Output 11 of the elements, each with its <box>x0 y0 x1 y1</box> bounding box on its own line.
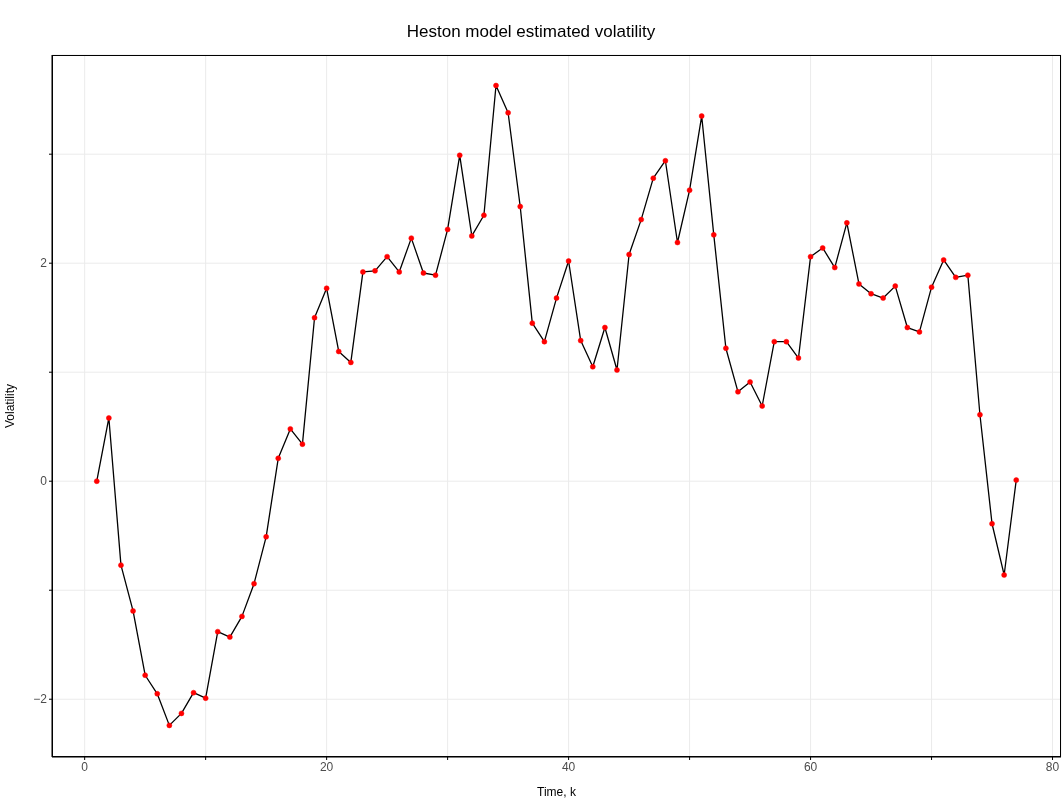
x-tick-label: 80 <box>1045 759 1060 774</box>
y-tick-label: 0 <box>40 474 48 489</box>
x-axis-title: Time, k <box>537 785 577 799</box>
y-axis-title: Volatility <box>3 383 18 429</box>
y-tick-label: −2 <box>33 692 48 707</box>
y-tick-label: 2 <box>40 256 48 271</box>
x-tick-label: 20 <box>319 759 334 774</box>
x-tick-label: 60 <box>803 759 818 774</box>
x-tick-label: 40 <box>561 759 576 774</box>
chart-title: Heston model estimated volatility <box>405 22 657 42</box>
x-tick-label: 0 <box>81 759 89 774</box>
